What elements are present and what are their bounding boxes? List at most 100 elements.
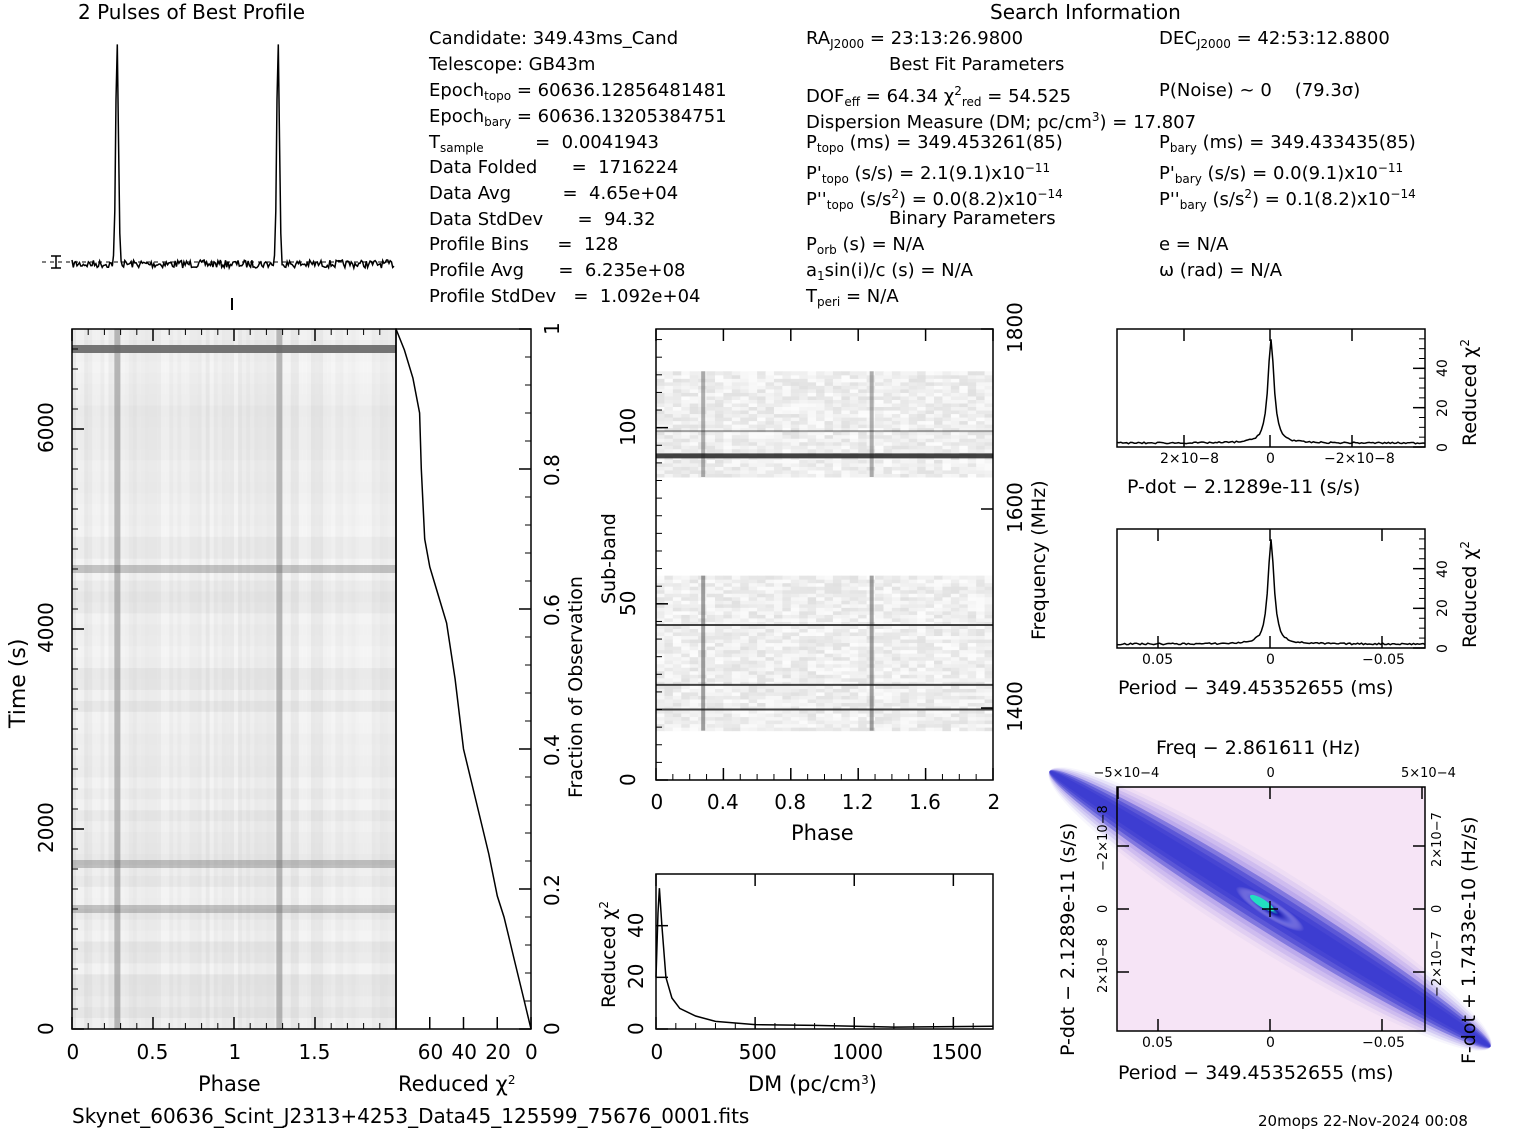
time-phase-col — [132, 329, 137, 1029]
subband-cell — [967, 466, 977, 471]
subband-cell — [689, 600, 699, 605]
subband-cell — [689, 681, 699, 686]
subband-cell — [875, 374, 884, 379]
subband-cell — [706, 434, 716, 439]
time-phase-row — [72, 832, 396, 844]
subband-cell — [883, 466, 893, 471]
time-phase-col — [173, 329, 177, 1029]
subband-cell — [866, 434, 876, 439]
subband-cell — [807, 709, 817, 714]
subband-cell — [681, 395, 691, 400]
time-phase-row — [72, 350, 396, 363]
subband-cell — [706, 438, 716, 443]
subband-cell — [900, 406, 910, 411]
subband-cell — [900, 420, 910, 425]
candidate-line: Candidate: 349.43ms_Cand — [429, 28, 679, 49]
subband-cell — [832, 462, 842, 467]
subband-cell — [672, 632, 682, 637]
subband-cell — [757, 381, 767, 386]
subband-cell — [950, 586, 960, 591]
subband-cell — [866, 399, 876, 404]
subband-cell — [689, 371, 699, 376]
subband-cell — [656, 677, 665, 682]
subband-cell — [841, 632, 851, 637]
subband-cell — [706, 473, 716, 478]
subband-cell — [900, 688, 910, 693]
subband-cell — [832, 684, 842, 689]
subband-cell — [942, 621, 952, 626]
subband-cell — [875, 402, 884, 408]
subband-cell — [883, 706, 893, 711]
subband-cell — [672, 596, 682, 601]
subband-cell — [807, 716, 817, 721]
subband-cell — [875, 656, 884, 661]
subband-cell — [664, 642, 674, 647]
subband-cell — [849, 596, 859, 601]
subband-cell — [799, 684, 809, 689]
subband-cell — [934, 617, 943, 622]
subband-cell — [672, 402, 682, 408]
subband-cell — [908, 395, 918, 400]
subband-cell — [706, 649, 716, 654]
subband-cell — [883, 670, 893, 675]
subband-cell — [849, 684, 859, 689]
subband-cell — [875, 424, 884, 429]
subband-cell — [664, 586, 674, 591]
subband-cell — [681, 431, 691, 436]
subband-cell — [824, 579, 834, 584]
subband-cell — [799, 424, 809, 429]
subband-cell — [875, 381, 884, 386]
subband-cell — [841, 706, 851, 711]
subband-cell — [748, 635, 758, 640]
subband-cell — [832, 691, 842, 696]
subband-cell — [672, 420, 682, 425]
subband-cell — [799, 649, 809, 654]
subband-cell — [790, 582, 800, 587]
subband-cell — [714, 727, 724, 732]
subband-cell — [757, 462, 767, 467]
subband-cell — [765, 459, 775, 464]
subband-cell — [824, 617, 834, 622]
subband-cell — [664, 628, 674, 633]
subband-cell — [748, 392, 758, 397]
subband-cell — [883, 593, 893, 598]
subband-cell — [917, 691, 927, 696]
subband-cell — [790, 716, 800, 721]
subband-cell — [816, 691, 825, 696]
subband-cell — [799, 596, 809, 601]
subband-cell — [799, 388, 809, 393]
subband-cell — [832, 413, 842, 418]
subband-cell — [959, 716, 969, 721]
subband-cell — [773, 660, 783, 665]
time-phase-row — [72, 679, 396, 691]
subband-cell — [883, 395, 893, 400]
subband-cell — [757, 727, 767, 732]
time-phase-col — [108, 329, 113, 1029]
subband-cell — [765, 727, 775, 732]
subband-cell — [664, 727, 674, 732]
subband-cell — [900, 653, 910, 658]
subband-cell — [723, 663, 733, 668]
subband-cell — [664, 462, 674, 467]
subband-cell — [723, 385, 733, 390]
subband-cell — [664, 723, 674, 728]
subband-cell — [656, 420, 665, 425]
time-phase-col — [371, 329, 376, 1029]
subband-cell — [656, 698, 665, 703]
subband-cell — [934, 706, 943, 711]
subband-cell — [773, 582, 783, 587]
subband-cell — [790, 635, 800, 640]
subband-cell — [934, 720, 943, 725]
subband-cell — [841, 709, 851, 714]
subband-cell — [672, 677, 682, 682]
subband-cell — [917, 632, 927, 637]
subband-cell — [824, 388, 834, 393]
subband-cell — [672, 670, 682, 675]
subband-cell — [807, 431, 817, 436]
subband-cell — [858, 667, 868, 672]
subband-cell — [849, 402, 859, 408]
subband-cell — [858, 656, 868, 661]
subband-cell — [656, 681, 665, 686]
time-phase-col — [72, 329, 77, 1029]
subband-cell — [950, 417, 960, 422]
